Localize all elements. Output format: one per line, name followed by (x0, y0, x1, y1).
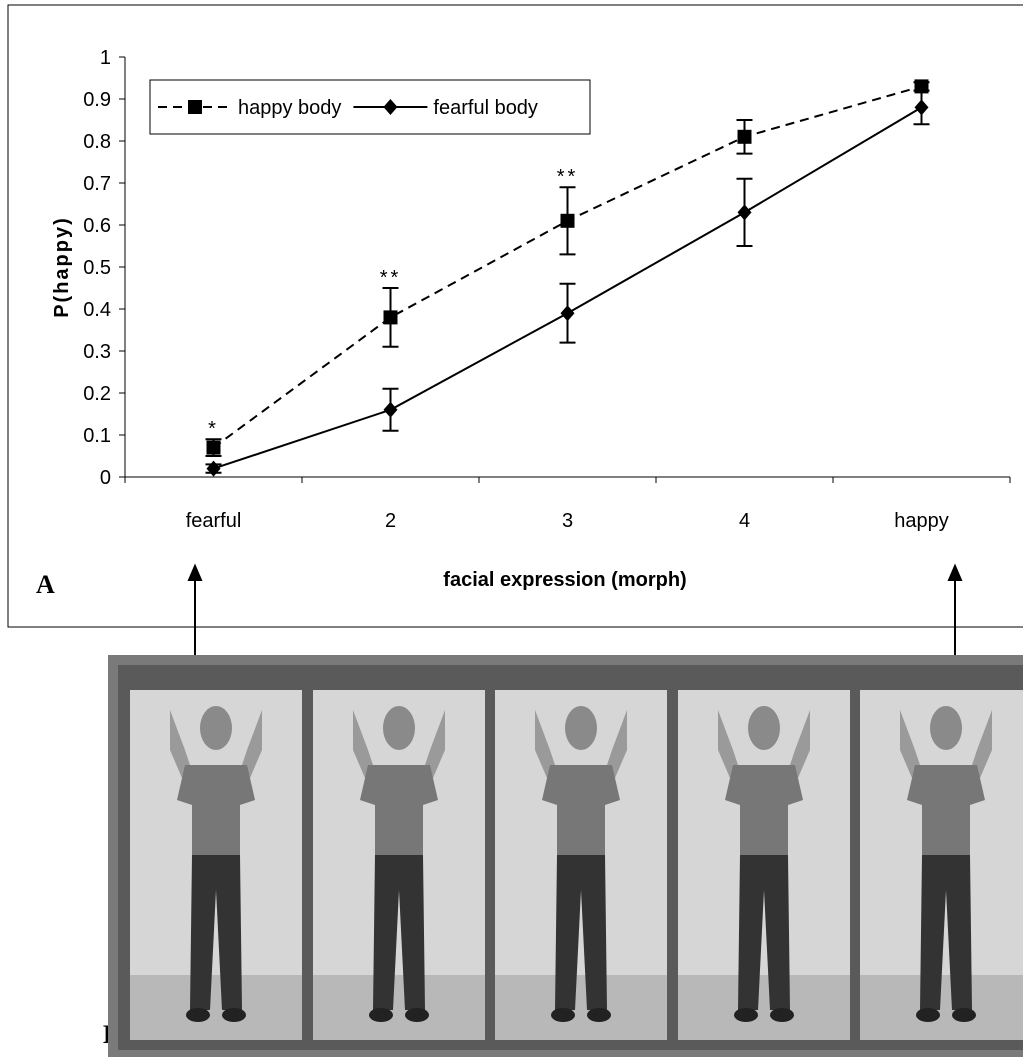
significance-label: * (208, 418, 219, 440)
data-point (206, 460, 221, 477)
y-axis-label: P(happy) (51, 216, 73, 318)
x-axis-label: facial expression (morph) (443, 569, 686, 591)
data-point (383, 310, 398, 325)
panel-label: A (36, 570, 55, 599)
data-point (737, 204, 752, 221)
x-tick-label: fearful (186, 510, 242, 532)
photo-strip (108, 655, 1023, 1057)
photo (678, 690, 850, 1040)
x-tick-label: happy (894, 510, 949, 532)
legend-label: happy body (238, 97, 341, 119)
y-tick-label: 1 (100, 47, 111, 69)
data-point (206, 440, 221, 455)
y-tick-label: 0.4 (83, 299, 111, 321)
photo (313, 690, 485, 1040)
y-tick-label: 0.1 (83, 425, 111, 447)
photo (130, 690, 302, 1040)
y-tick-label: 0.6 (83, 215, 111, 237)
x-tick-label: 4 (739, 510, 750, 532)
data-point (560, 305, 575, 322)
x-tick-label: 2 (385, 510, 396, 532)
photo (495, 690, 667, 1040)
panel-frame (7, 4, 1023, 628)
significance-label: ** (557, 166, 579, 188)
legend-marker (383, 99, 398, 115)
y-tick-label: 0.5 (83, 257, 111, 279)
y-tick-label: 0.8 (83, 131, 111, 153)
arrows (187, 563, 963, 660)
photo (860, 690, 1023, 1040)
series-line (212, 85, 922, 449)
data-point (914, 99, 929, 116)
y-tick-label: 0 (100, 467, 111, 489)
y-tick-label: 0.9 (83, 89, 111, 111)
x-tick-label: 3 (562, 510, 573, 532)
data-point (737, 129, 752, 144)
y-tick-label: 0.2 (83, 383, 111, 405)
legend-label: fearful body (433, 97, 538, 119)
y-tick-label: 0.3 (83, 341, 111, 363)
data-point (383, 401, 398, 418)
significance-label: ** (380, 267, 402, 289)
y-tick-label: 0.7 (83, 173, 111, 195)
legend-marker (188, 100, 202, 114)
data-point (560, 213, 575, 228)
